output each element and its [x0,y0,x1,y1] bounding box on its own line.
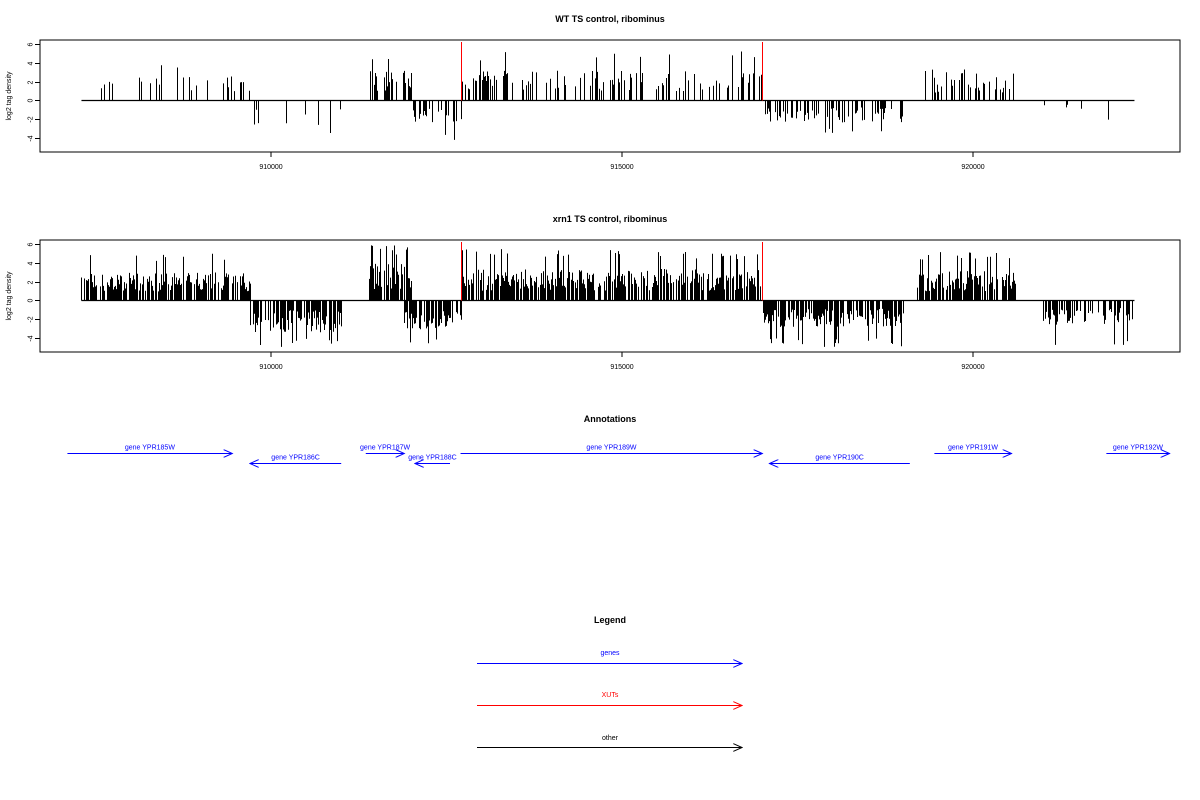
y-tick-label: 4 [28,61,35,65]
x-tick-labels: 910000 915000 920000 [259,164,984,171]
gene-label: gene YPR191W [948,445,998,452]
y-tick-label: 2 [28,80,35,84]
y-axis-label: log2 tag density [6,71,13,121]
legend-label-xuts: XUTs [602,692,619,699]
x-tick-label: 910000 [259,364,282,371]
y-tick-labels: 6 4 2 0 -2 -4 [28,42,35,141]
legend: Legend genes XUTs other [477,615,742,748]
x-tick-label: 915000 [610,364,633,371]
y-tick-label: 0 [28,98,35,102]
y-tick-label: -2 [28,116,35,122]
x-tick-label: 920000 [961,164,984,171]
y-axis-label: log2 tag density [6,271,13,321]
x-ticks [270,352,974,357]
y-ticks [35,44,40,139]
gene-arrows: gene YPR185W gene YPR186C gene YPR187W gene… [67,445,1169,464]
gene-label: gene YPR192W [1113,445,1163,452]
y-tick-label: -2 [28,316,35,322]
gene-label: gene YPR186C [271,455,320,462]
gene-label: gene YPR188C [408,455,457,462]
panel-title: xrn1 TS control, ribominus [553,214,668,224]
annotations-title: Annotations [584,414,637,424]
x-tick-label: 920000 [961,364,984,371]
y-tick-label: 2 [28,280,35,284]
plot-frame [39,39,1181,153]
gene-label: gene YPR185W [125,445,175,452]
panel-wt: WT TS control, ribominus log2 tag densit… [6,14,1181,171]
y-tick-label: 0 [28,298,35,302]
legend-title: Legend [594,615,626,625]
legend-label-genes: genes [600,650,620,657]
x-tick-labels: 910000 915000 920000 [259,364,984,371]
y-tick-label: 4 [28,261,35,265]
y-tick-label: -4 [28,135,35,141]
legend-label-other: other [602,735,619,742]
y-tick-labels: 6 4 2 0 -2 -4 [28,242,35,341]
gene-label: gene YPR189W [586,445,636,452]
y-tick-label: -4 [28,335,35,341]
y-ticks [35,244,40,339]
x-ticks [270,152,974,157]
density-bars [81,42,1135,140]
gene-label: gene YPR187W [360,445,410,452]
y-tick-label: 6 [28,42,35,46]
y-tick-label: 6 [28,242,35,246]
x-tick-label: 910000 [259,164,282,171]
panel-title: WT TS control, ribominus [555,14,665,24]
panel-xrn1: xrn1 TS control, ribominus log2 tag dens… [6,214,1181,371]
x-tick-label: 915000 [610,164,633,171]
density-bars [81,242,1135,347]
gene-label: gene YPR190C [815,455,864,462]
plot-frame [39,239,1181,353]
